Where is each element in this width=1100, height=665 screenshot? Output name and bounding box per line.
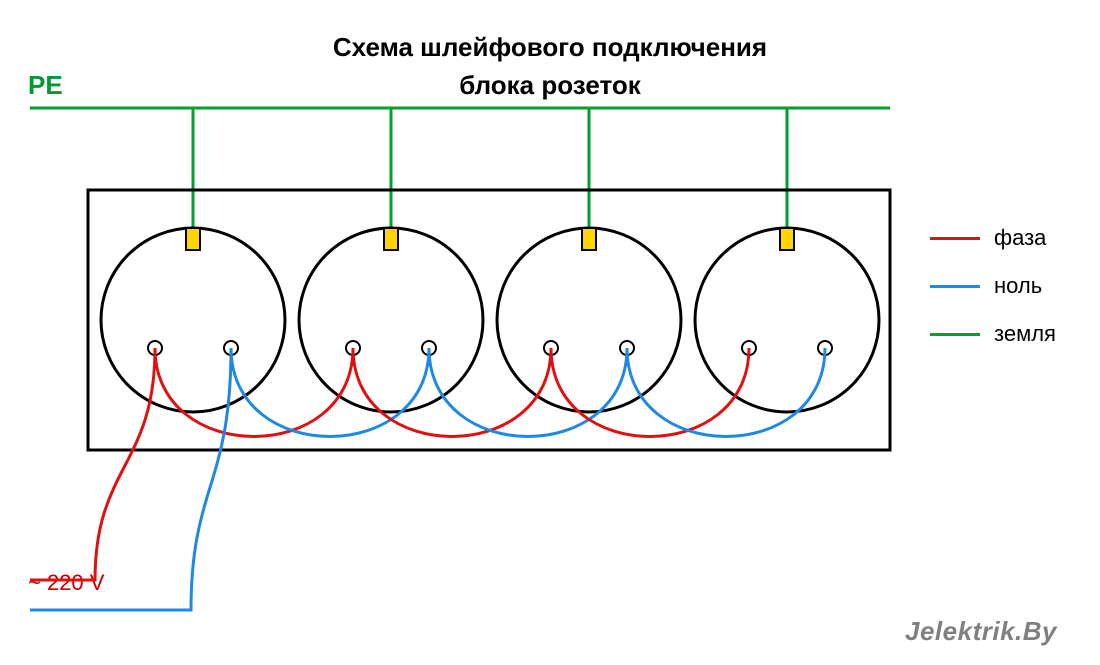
legend-label-ground: земля xyxy=(994,321,1056,347)
legend-swatch-neutral xyxy=(930,285,980,288)
diagram-canvas: Схема шлейфового подключения блока розет… xyxy=(0,0,1100,665)
legend: фаза ноль земля xyxy=(930,225,1056,369)
legend-row-phase: фаза xyxy=(930,225,1056,251)
watermark: Jelektrik.By xyxy=(905,616,1057,647)
legend-label-phase: фаза xyxy=(994,225,1046,251)
legend-row-ground: земля xyxy=(930,321,1056,347)
legend-label-neutral: ноль xyxy=(994,273,1042,299)
legend-swatch-phase xyxy=(930,237,980,240)
legend-swatch-ground xyxy=(930,333,980,336)
legend-row-neutral: ноль xyxy=(930,273,1056,299)
